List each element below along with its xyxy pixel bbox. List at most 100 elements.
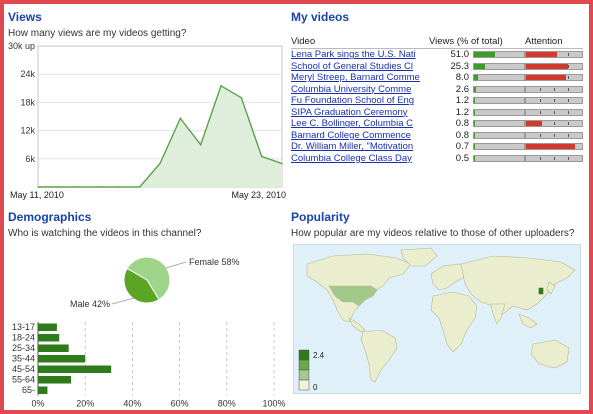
age-bar[interactable] <box>38 376 72 384</box>
views-point[interactable] <box>240 96 243 99</box>
video-attention-cell <box>525 153 583 165</box>
views-point[interactable] <box>260 155 263 158</box>
popularity-panel: Popularity How popular are my videos rel… <box>291 210 585 408</box>
video-title-link[interactable]: Columbia College Class Day <box>291 152 412 164</box>
age-xtick-label: 80% <box>218 399 236 409</box>
age-category-label: 25-34 <box>12 343 35 353</box>
videos-header-row: Video Views (% of total) Attention <box>291 35 583 49</box>
age-bar[interactable] <box>38 323 57 332</box>
video-views-bar-cell <box>473 72 525 84</box>
video-attention-cell <box>525 130 583 142</box>
india <box>490 303 506 325</box>
video-title-link[interactable]: Dr. William Miller, "Motivation <box>291 141 414 153</box>
views-point[interactable] <box>37 186 39 188</box>
map-continents <box>306 247 576 383</box>
video-views-bar-cell <box>473 141 525 153</box>
video-attention-cell <box>525 107 583 119</box>
views-point[interactable] <box>118 186 121 188</box>
video-views-pct: 1.2 <box>455 95 469 107</box>
age-bar[interactable] <box>38 334 60 342</box>
video-title-link[interactable]: Columbia University Comme <box>291 83 412 95</box>
age-bar-chart[interactable]: 0% 20% 40% 60% 80% 100% 13-1718-2425-3435-4445… <box>8 320 286 408</box>
attention-fill <box>526 63 568 69</box>
video-views-bar-cell <box>473 49 525 61</box>
attention-tick <box>554 110 555 114</box>
video-row: Columbia College Class Day 0.5 <box>291 153 583 165</box>
attention-tick <box>554 133 555 137</box>
views-point[interactable] <box>179 117 182 120</box>
views-ytick-label: 30k up <box>8 41 35 51</box>
age-category-label: 18-24 <box>12 333 35 343</box>
video-title-link[interactable]: SIPA Graduation Ceremony <box>291 106 408 118</box>
views-share-bar <box>473 62 525 70</box>
views-point[interactable] <box>57 186 60 188</box>
my-videos-panel: My videos Video Views (% of total) Atten… <box>291 10 583 185</box>
video-attention-cell <box>525 49 583 61</box>
legend-max-label: 2.4 <box>313 351 325 360</box>
views-point[interactable] <box>138 186 141 188</box>
video-title-cell: Lena Park sings the U.S. Nati <box>291 49 429 61</box>
attention-tick <box>568 156 569 160</box>
pie-leader-female <box>165 261 187 269</box>
video-title-cell: Columbia College Class Day <box>291 153 429 165</box>
greenland <box>400 247 438 267</box>
gender-pie-chart[interactable]: Female 58% Male 42% <box>8 240 286 320</box>
age-xtick-label: 100% <box>262 399 285 409</box>
age-category-label: 55-64 <box>12 375 35 385</box>
video-title-cell: Fu Foundation School of Eng <box>291 95 429 107</box>
attention-tick <box>554 122 555 126</box>
views-point[interactable] <box>220 85 222 87</box>
video-attention-cell <box>525 141 583 153</box>
video-row: Lena Park sings the U.S. Nati 51.0 <box>291 49 583 61</box>
world-map[interactable]: 2.4 0 <box>293 244 581 394</box>
views-chart[interactable]: 6k 12k 18k 24k 30k up <box>8 40 286 205</box>
video-views-pct: 1.2 <box>455 106 469 118</box>
views-ytick-label: 18k <box>20 97 35 107</box>
attention-tick <box>554 156 555 160</box>
video-views-pct: 0.8 <box>455 118 469 130</box>
views-point[interactable] <box>159 162 161 165</box>
demographics-subtitle: Who is watching the videos in this chann… <box>8 228 202 239</box>
age-category-label: 13-17 <box>12 322 35 332</box>
pie-label-male: Male 42% <box>70 299 110 309</box>
video-views-bar-cell <box>473 61 525 73</box>
video-title-link[interactable]: Lena Park sings the U.S. Nati <box>291 49 416 61</box>
age-category-label: 65- <box>22 385 35 395</box>
views-share-fill <box>474 86 477 92</box>
video-title-cell: School of General Studies Cl <box>291 61 429 73</box>
video-attention-cell <box>525 61 583 73</box>
video-title-link[interactable]: School of General Studies Cl <box>291 60 413 72</box>
views-share-fill <box>474 75 479 81</box>
south-america <box>360 329 398 383</box>
views-point[interactable] <box>98 186 100 188</box>
video-row: SIPA Graduation Ceremony 1.2 <box>291 107 583 119</box>
views-point[interactable] <box>77 186 80 188</box>
attention-tick <box>568 110 569 114</box>
demographics-title: Demographics <box>8 210 92 224</box>
attention-tick <box>568 133 569 137</box>
views-point[interactable] <box>281 162 283 165</box>
central-america <box>348 317 366 333</box>
views-share-bar <box>473 108 525 116</box>
views-share-bar <box>473 85 525 93</box>
attention-tick <box>540 133 541 137</box>
video-title-link[interactable]: Fu Foundation School of Eng <box>291 95 415 107</box>
popularity-subtitle: How popular are my videos relative to th… <box>291 228 575 239</box>
video-views-pct: 2.6 <box>455 83 469 95</box>
video-row: School of General Studies Cl 25.3 <box>291 61 583 73</box>
pie-slice-male[interactable] <box>123 267 160 304</box>
age-bar[interactable] <box>38 344 69 353</box>
video-title-link[interactable]: Meryl Streep, Barnard Comme <box>291 72 420 84</box>
video-title-link[interactable]: Lee C. Bollinger, Columbia C <box>291 118 413 130</box>
views-point[interactable] <box>199 143 202 146</box>
video-row: Lee C. Bollinger, Columbia C 0.8 <box>291 118 583 130</box>
age-bar[interactable] <box>38 365 112 374</box>
views-subtitle: How many views are my videos getting? <box>8 28 187 39</box>
video-row: Barnard College Commence 0.8 <box>291 130 583 142</box>
video-title-link[interactable]: Barnard College Commence <box>291 129 411 141</box>
age-bar[interactable] <box>38 386 48 395</box>
pie-slice-female[interactable] <box>126 256 171 301</box>
attention-tick <box>554 87 555 91</box>
age-bar[interactable] <box>38 355 86 363</box>
dashboard: Views How many views are my videos getti… <box>4 4 589 410</box>
